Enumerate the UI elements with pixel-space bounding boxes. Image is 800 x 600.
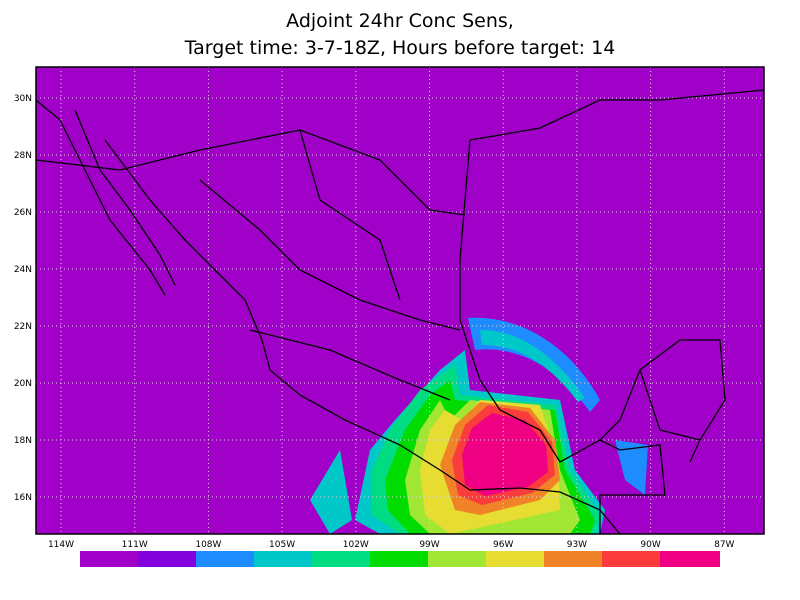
lon-label: 111W <box>122 540 148 550</box>
title-line: Target time: 3-7-18Z, Hours before targe… <box>184 37 616 59</box>
graticule <box>36 67 764 534</box>
lat-label: 22N <box>14 322 32 332</box>
lon-label: 99W <box>419 540 439 550</box>
lon-label: 87W <box>714 540 734 550</box>
lat-label: 30N <box>14 94 32 104</box>
coastlines <box>36 89 764 534</box>
lat-label: 20N <box>14 379 32 389</box>
lon-label: 114W <box>48 540 74 550</box>
lon-label: 108W <box>195 540 221 550</box>
lon-label: 102W <box>343 540 369 550</box>
colorbar <box>80 551 720 567</box>
lon-label: 90W <box>640 540 660 550</box>
lat-label: 24N <box>14 265 32 275</box>
lat-label: 18N <box>14 436 32 446</box>
lat-label: 16N <box>14 493 32 503</box>
lat-label: 26N <box>14 208 32 218</box>
lat-label: 28N <box>14 151 32 161</box>
lon-label: 105W <box>269 540 295 550</box>
title-line: Adjoint 24hr Conc Sens, <box>286 10 514 32</box>
map-frame <box>35 66 765 535</box>
lon-label: 96W <box>493 540 513 550</box>
lon-label: 93W <box>567 540 587 550</box>
axis-labels: 30N 28N 26N 24N 22N 20N 18N 16N 114W 111W 108W 105W… <box>14 94 735 550</box>
